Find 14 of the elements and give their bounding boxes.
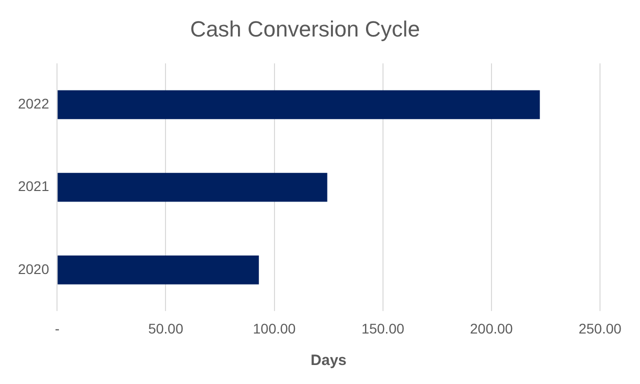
y-tick-label: 2022 (18, 96, 50, 112)
bar (58, 90, 540, 120)
x-tick-label: 100.00 (252, 320, 296, 336)
x-axis-title: Days (310, 352, 346, 370)
bar (58, 255, 259, 284)
x-tick-label: 250.00 (578, 320, 622, 336)
x-tick-label: 200.00 (470, 320, 514, 336)
x-tick-label: - (54, 320, 60, 336)
x-tick-label: 50.00 (148, 320, 184, 336)
y-tick-label: 2020 (18, 260, 50, 277)
chart-title: Cash Conversion Cycle (190, 16, 420, 42)
bar (58, 172, 328, 202)
y-tick-label: 2021 (18, 178, 50, 194)
x-tick-label: 150.00 (361, 320, 404, 336)
